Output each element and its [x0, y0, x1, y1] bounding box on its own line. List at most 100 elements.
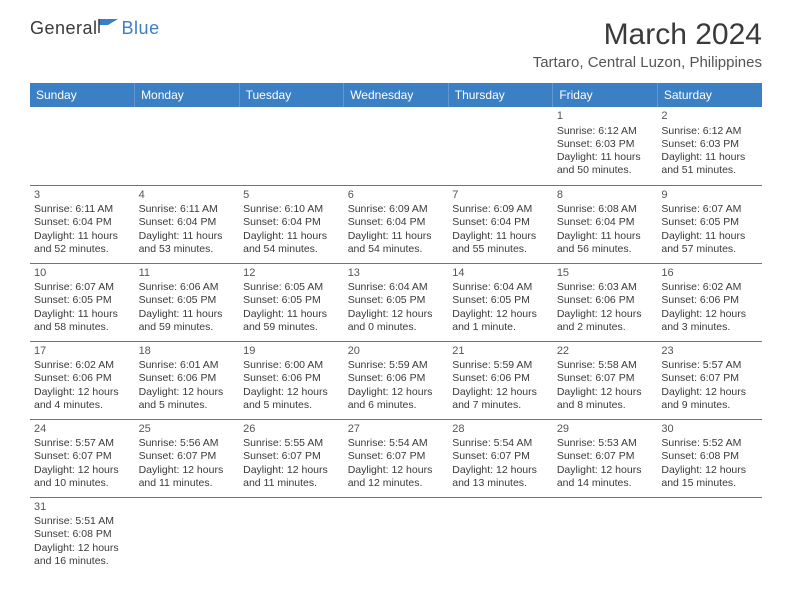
- sunrise-text: Sunrise: 6:01 AM: [139, 359, 236, 372]
- day-number: 25: [139, 423, 236, 437]
- day-number: 18: [139, 345, 236, 359]
- weekday-header: Monday: [135, 83, 240, 107]
- sunrise-text: Sunrise: 6:03 AM: [557, 281, 654, 294]
- calendar-cell: 3Sunrise: 6:11 AMSunset: 6:04 PMDaylight…: [30, 185, 135, 263]
- calendar-cell: 13Sunrise: 6:04 AMSunset: 6:05 PMDayligh…: [344, 263, 449, 341]
- sunrise-text: Sunrise: 5:57 AM: [34, 437, 131, 450]
- daylight-text: and 11 minutes.: [243, 477, 340, 490]
- daylight-text: Daylight: 11 hours: [661, 151, 758, 164]
- calendar-cell: 28Sunrise: 5:54 AMSunset: 6:07 PMDayligh…: [448, 419, 553, 497]
- sunrise-text: Sunrise: 6:11 AM: [139, 203, 236, 216]
- daylight-text: Daylight: 11 hours: [348, 230, 445, 243]
- day-number: 11: [139, 267, 236, 281]
- daylight-text: Daylight: 12 hours: [557, 386, 654, 399]
- sunset-text: Sunset: 6:08 PM: [661, 450, 758, 463]
- day-number: 15: [557, 267, 654, 281]
- sunset-text: Sunset: 6:03 PM: [661, 138, 758, 151]
- daylight-text: and 12 minutes.: [348, 477, 445, 490]
- calendar-thead: SundayMondayTuesdayWednesdayThursdayFrid…: [30, 83, 762, 107]
- calendar-cell: 16Sunrise: 6:02 AMSunset: 6:06 PMDayligh…: [657, 263, 762, 341]
- page-header: General Blue March 2024 Tartaro, Central…: [0, 0, 792, 75]
- calendar-cell: 11Sunrise: 6:06 AMSunset: 6:05 PMDayligh…: [135, 263, 240, 341]
- calendar-cell: 18Sunrise: 6:01 AMSunset: 6:06 PMDayligh…: [135, 341, 240, 419]
- calendar-table: SundayMondayTuesdayWednesdayThursdayFrid…: [30, 83, 762, 575]
- calendar-row: 1Sunrise: 6:12 AMSunset: 6:03 PMDaylight…: [30, 107, 762, 185]
- sunset-text: Sunset: 6:06 PM: [557, 294, 654, 307]
- sunset-text: Sunset: 6:05 PM: [452, 294, 549, 307]
- day-number: 20: [348, 345, 445, 359]
- sunset-text: Sunset: 6:08 PM: [34, 528, 131, 541]
- day-number: 19: [243, 345, 340, 359]
- daylight-text: Daylight: 11 hours: [452, 230, 549, 243]
- daylight-text: and 10 minutes.: [34, 477, 131, 490]
- sunset-text: Sunset: 6:07 PM: [34, 450, 131, 463]
- calendar-cell: 23Sunrise: 5:57 AMSunset: 6:07 PMDayligh…: [657, 341, 762, 419]
- day-number: 8: [557, 189, 654, 203]
- sunset-text: Sunset: 6:07 PM: [661, 372, 758, 385]
- daylight-text: Daylight: 12 hours: [348, 464, 445, 477]
- calendar-cell: 21Sunrise: 5:59 AMSunset: 6:06 PMDayligh…: [448, 341, 553, 419]
- day-number: 17: [34, 345, 131, 359]
- weekday-header: Thursday: [448, 83, 553, 107]
- daylight-text: and 1 minute.: [452, 321, 549, 334]
- sunrise-text: Sunrise: 6:12 AM: [557, 125, 654, 138]
- day-number: 1: [557, 110, 654, 124]
- daylight-text: and 15 minutes.: [661, 477, 758, 490]
- daylight-text: and 13 minutes.: [452, 477, 549, 490]
- daylight-text: Daylight: 12 hours: [661, 464, 758, 477]
- sunrise-text: Sunrise: 5:58 AM: [557, 359, 654, 372]
- sunrise-text: Sunrise: 6:09 AM: [452, 203, 549, 216]
- sunset-text: Sunset: 6:05 PM: [243, 294, 340, 307]
- sunrise-text: Sunrise: 5:59 AM: [348, 359, 445, 372]
- daylight-text: and 7 minutes.: [452, 399, 549, 412]
- sunrise-text: Sunrise: 6:00 AM: [243, 359, 340, 372]
- daylight-text: Daylight: 12 hours: [34, 464, 131, 477]
- daylight-text: Daylight: 11 hours: [139, 308, 236, 321]
- brand-general: General: [30, 18, 98, 39]
- sunset-text: Sunset: 6:04 PM: [243, 216, 340, 229]
- calendar-row: 31Sunrise: 5:51 AMSunset: 6:08 PMDayligh…: [30, 497, 762, 575]
- daylight-text: and 59 minutes.: [139, 321, 236, 334]
- sunset-text: Sunset: 6:06 PM: [661, 294, 758, 307]
- calendar-cell-empty: [657, 497, 762, 575]
- calendar-cell: 29Sunrise: 5:53 AMSunset: 6:07 PMDayligh…: [553, 419, 658, 497]
- calendar-row: 24Sunrise: 5:57 AMSunset: 6:07 PMDayligh…: [30, 419, 762, 497]
- daylight-text: Daylight: 12 hours: [348, 308, 445, 321]
- daylight-text: Daylight: 12 hours: [661, 308, 758, 321]
- sunset-text: Sunset: 6:06 PM: [348, 372, 445, 385]
- sunrise-text: Sunrise: 5:57 AM: [661, 359, 758, 372]
- sunrise-text: Sunrise: 6:09 AM: [348, 203, 445, 216]
- day-number: 28: [452, 423, 549, 437]
- day-number: 16: [661, 267, 758, 281]
- daylight-text: Daylight: 11 hours: [34, 308, 131, 321]
- day-number: 9: [661, 189, 758, 203]
- sunrise-text: Sunrise: 6:02 AM: [34, 359, 131, 372]
- calendar-cell: 7Sunrise: 6:09 AMSunset: 6:04 PMDaylight…: [448, 185, 553, 263]
- daylight-text: and 54 minutes.: [243, 243, 340, 256]
- calendar-cell: 26Sunrise: 5:55 AMSunset: 6:07 PMDayligh…: [239, 419, 344, 497]
- day-number: 2: [661, 110, 758, 124]
- daylight-text: Daylight: 11 hours: [557, 151, 654, 164]
- daylight-text: Daylight: 12 hours: [452, 386, 549, 399]
- daylight-text: Daylight: 11 hours: [557, 230, 654, 243]
- sunrise-text: Sunrise: 5:52 AM: [661, 437, 758, 450]
- calendar-cell: 19Sunrise: 6:00 AMSunset: 6:06 PMDayligh…: [239, 341, 344, 419]
- day-number: 4: [139, 189, 236, 203]
- daylight-text: and 4 minutes.: [34, 399, 131, 412]
- sunrise-text: Sunrise: 6:10 AM: [243, 203, 340, 216]
- sunset-text: Sunset: 6:05 PM: [34, 294, 131, 307]
- daylight-text: Daylight: 12 hours: [243, 386, 340, 399]
- daylight-text: and 9 minutes.: [661, 399, 758, 412]
- daylight-text: and 14 minutes.: [557, 477, 654, 490]
- weekday-header: Friday: [553, 83, 658, 107]
- sunrise-text: Sunrise: 5:53 AM: [557, 437, 654, 450]
- day-number: 21: [452, 345, 549, 359]
- sunset-text: Sunset: 6:06 PM: [243, 372, 340, 385]
- flag-icon: [98, 18, 120, 39]
- calendar-cell: 15Sunrise: 6:03 AMSunset: 6:06 PMDayligh…: [553, 263, 658, 341]
- calendar-cell: 30Sunrise: 5:52 AMSunset: 6:08 PMDayligh…: [657, 419, 762, 497]
- calendar-row: 3Sunrise: 6:11 AMSunset: 6:04 PMDaylight…: [30, 185, 762, 263]
- daylight-text: Daylight: 12 hours: [661, 386, 758, 399]
- calendar-cell: 14Sunrise: 6:04 AMSunset: 6:05 PMDayligh…: [448, 263, 553, 341]
- daylight-text: Daylight: 12 hours: [557, 308, 654, 321]
